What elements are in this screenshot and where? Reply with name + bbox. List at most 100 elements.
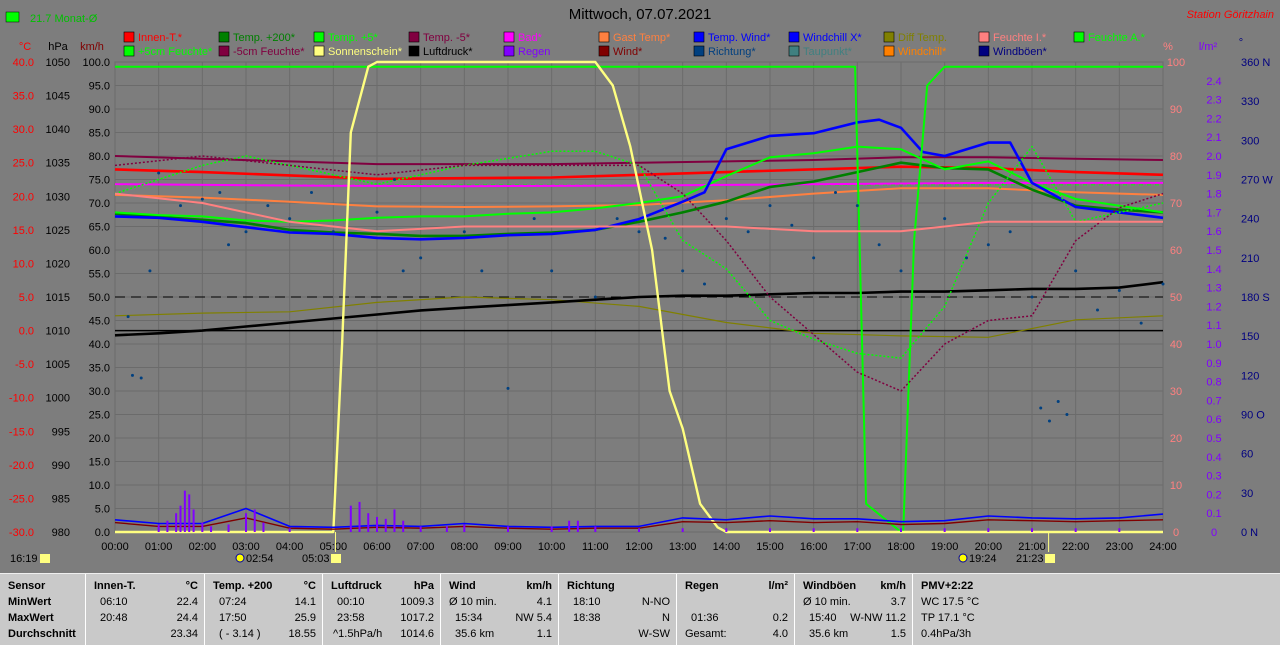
direction-point [1074,269,1078,273]
tick-label-celsius: 15.0 [13,225,34,237]
tick-label-kmh: 5.0 [95,504,110,516]
tick-label-kmh: 0.0 [95,527,110,539]
direction-point [310,191,313,195]
tick-label-hpa: 990 [52,460,70,472]
tick-label-time: 02:00 [189,541,217,553]
legend-swatch-diff-temp [883,31,895,43]
legend-swatch-windchill-x [788,31,800,43]
stats-innen-max-time: 20:48 [100,612,128,624]
legend-swatch-luftdruck [408,45,420,57]
legend-swatch-windb-en [978,45,990,57]
tick-label-kmh: 75.0 [89,175,110,187]
tick-label-rain: 0.4 [1206,452,1221,464]
legend-swatch-5cm-feuchte [218,45,230,57]
stats-temp-unit: °C [303,580,316,592]
tick-label-direction: 30 [1241,488,1253,500]
monthly-average: 21.7 Monat-Ø [5,11,98,25]
tick-label-hpa: 1010 [46,326,70,338]
direction-point [218,191,222,195]
stats-innen-title: Innen-T. [94,580,136,592]
tick-label-time: 05:00 [320,541,348,553]
direction-point [266,204,270,208]
tick-label-time: 17:00 [844,541,872,553]
tick-label-celsius: 35.0 [13,91,34,103]
direction-point [615,217,619,221]
tick-label-rain: 1.5 [1206,245,1221,257]
direction-point [593,295,597,299]
tick-label-direction: 330 [1241,96,1259,108]
stats-regen-max-time: 01:36 [691,612,719,624]
tick-label-rain: 1.4 [1206,264,1221,276]
stats-boeen: Windböen km/h Ø 10 min. 3.7 15:40 W-NW 11.2… [795,574,913,645]
tick-label-time: 09:00 [494,541,522,553]
legend-label-sonnenschein: Sonnenschein* [328,46,403,58]
tick-label-hpa: 1025 [46,225,70,237]
tick-label-rain: 0.1 [1206,508,1221,520]
tick-label-time: 23:00 [1106,541,1134,553]
stats-temp-avg-value: 18.55 [288,628,316,640]
sun-icon [331,554,341,563]
tick-label-time: 24:00 [1149,541,1177,553]
tick-label-rain: 0.6 [1206,414,1221,426]
series-line-luftdruck [114,280,1164,337]
tick-label-celsius: -15.0 [9,426,34,438]
direction-point [1008,230,1012,234]
tick-label-kmh: 95.0 [89,81,110,93]
tick-label-percent: 70 [1170,198,1182,210]
direction-point [126,315,130,319]
direction-point [139,376,143,380]
legend-label-windb-en: Windböen* [993,46,1048,58]
sun-markers: 16:19 02:54 05:03 19:24 21:23 [10,532,1055,565]
tick-label-time: 11:00 [582,541,609,553]
series-line-feuchte-i [114,192,1163,233]
tick-label-direction: 0 N [1241,527,1258,539]
direction-point [288,217,292,221]
stats-richtung-min-time: 18:10 [573,596,601,608]
legend-label-luftdruck: Luftdruck* [423,46,473,58]
tick-label-celsius: -30.0 [9,527,34,539]
stats-druck-max-value: 1017.2 [400,612,434,624]
legend-label-windchill: Windchill* [898,46,947,58]
tick-label-percent: 40 [1170,339,1182,351]
stats-richtung-min-value: N-NO [641,596,670,608]
tick-label-time: 10:00 [538,541,566,553]
direction-point [480,269,484,273]
tick-label-rain: 2.3 [1206,95,1221,107]
tick-label-direction: 150 [1241,331,1259,343]
axis-unit-kmh: km/h [80,41,104,53]
direction-point [1139,321,1143,325]
x-axis: 00:00 01:00 02:00 03:00 04:00 05:00 06:00 07:00… [101,541,1177,553]
monthly-average-label: 21.7 Monat-Ø [30,13,98,25]
stats-druck-min-value: 1009.3 [400,596,434,608]
chart-title: Mittwoch, 07.07.2021 [569,6,712,23]
direction-point [227,243,231,247]
tick-label-direction: 240 [1241,214,1259,226]
tick-label-rain: 0.3 [1206,471,1221,483]
direction-point [1117,288,1121,292]
tick-label-rain: 2.0 [1206,151,1221,163]
legend-swatch-regen [503,45,515,57]
series-line-windb-en [114,507,1164,529]
monthly-average-swatch [5,11,20,23]
tick-label-hpa: 1045 [46,91,70,103]
tick-label-percent: 80 [1170,151,1182,163]
legend-label-temp-200: Temp. +200* [233,32,296,44]
tick-label-kmh: 40.0 [89,339,110,351]
tick-label-celsius: 10.0 [13,258,34,270]
stats-pmv: PMV+2:22 WC 17.5 °C TP 17.1 °C 0.4hPa/3h [913,574,1031,645]
tick-label-rain: 0 [1211,527,1217,539]
direction-point [965,256,968,260]
direction-point [244,230,248,234]
tick-label-celsius: -10.0 [9,393,34,405]
stats-temp-max-value: 25.9 [294,612,316,624]
station-name: Station Göritzhain [1187,9,1274,21]
stats-sensor-title: Sensor [8,580,46,592]
stats-regen-unit: l/m² [768,580,788,592]
series-line-diff-temp [114,296,1164,338]
stats-richtung-title: Richtung [567,580,615,592]
tick-label-time: 18:00 [887,541,915,553]
tick-label-percent: 10 [1170,480,1182,492]
direction-point [663,236,667,240]
direction-point [943,217,947,221]
tick-label-direction: 360 N [1241,57,1270,69]
